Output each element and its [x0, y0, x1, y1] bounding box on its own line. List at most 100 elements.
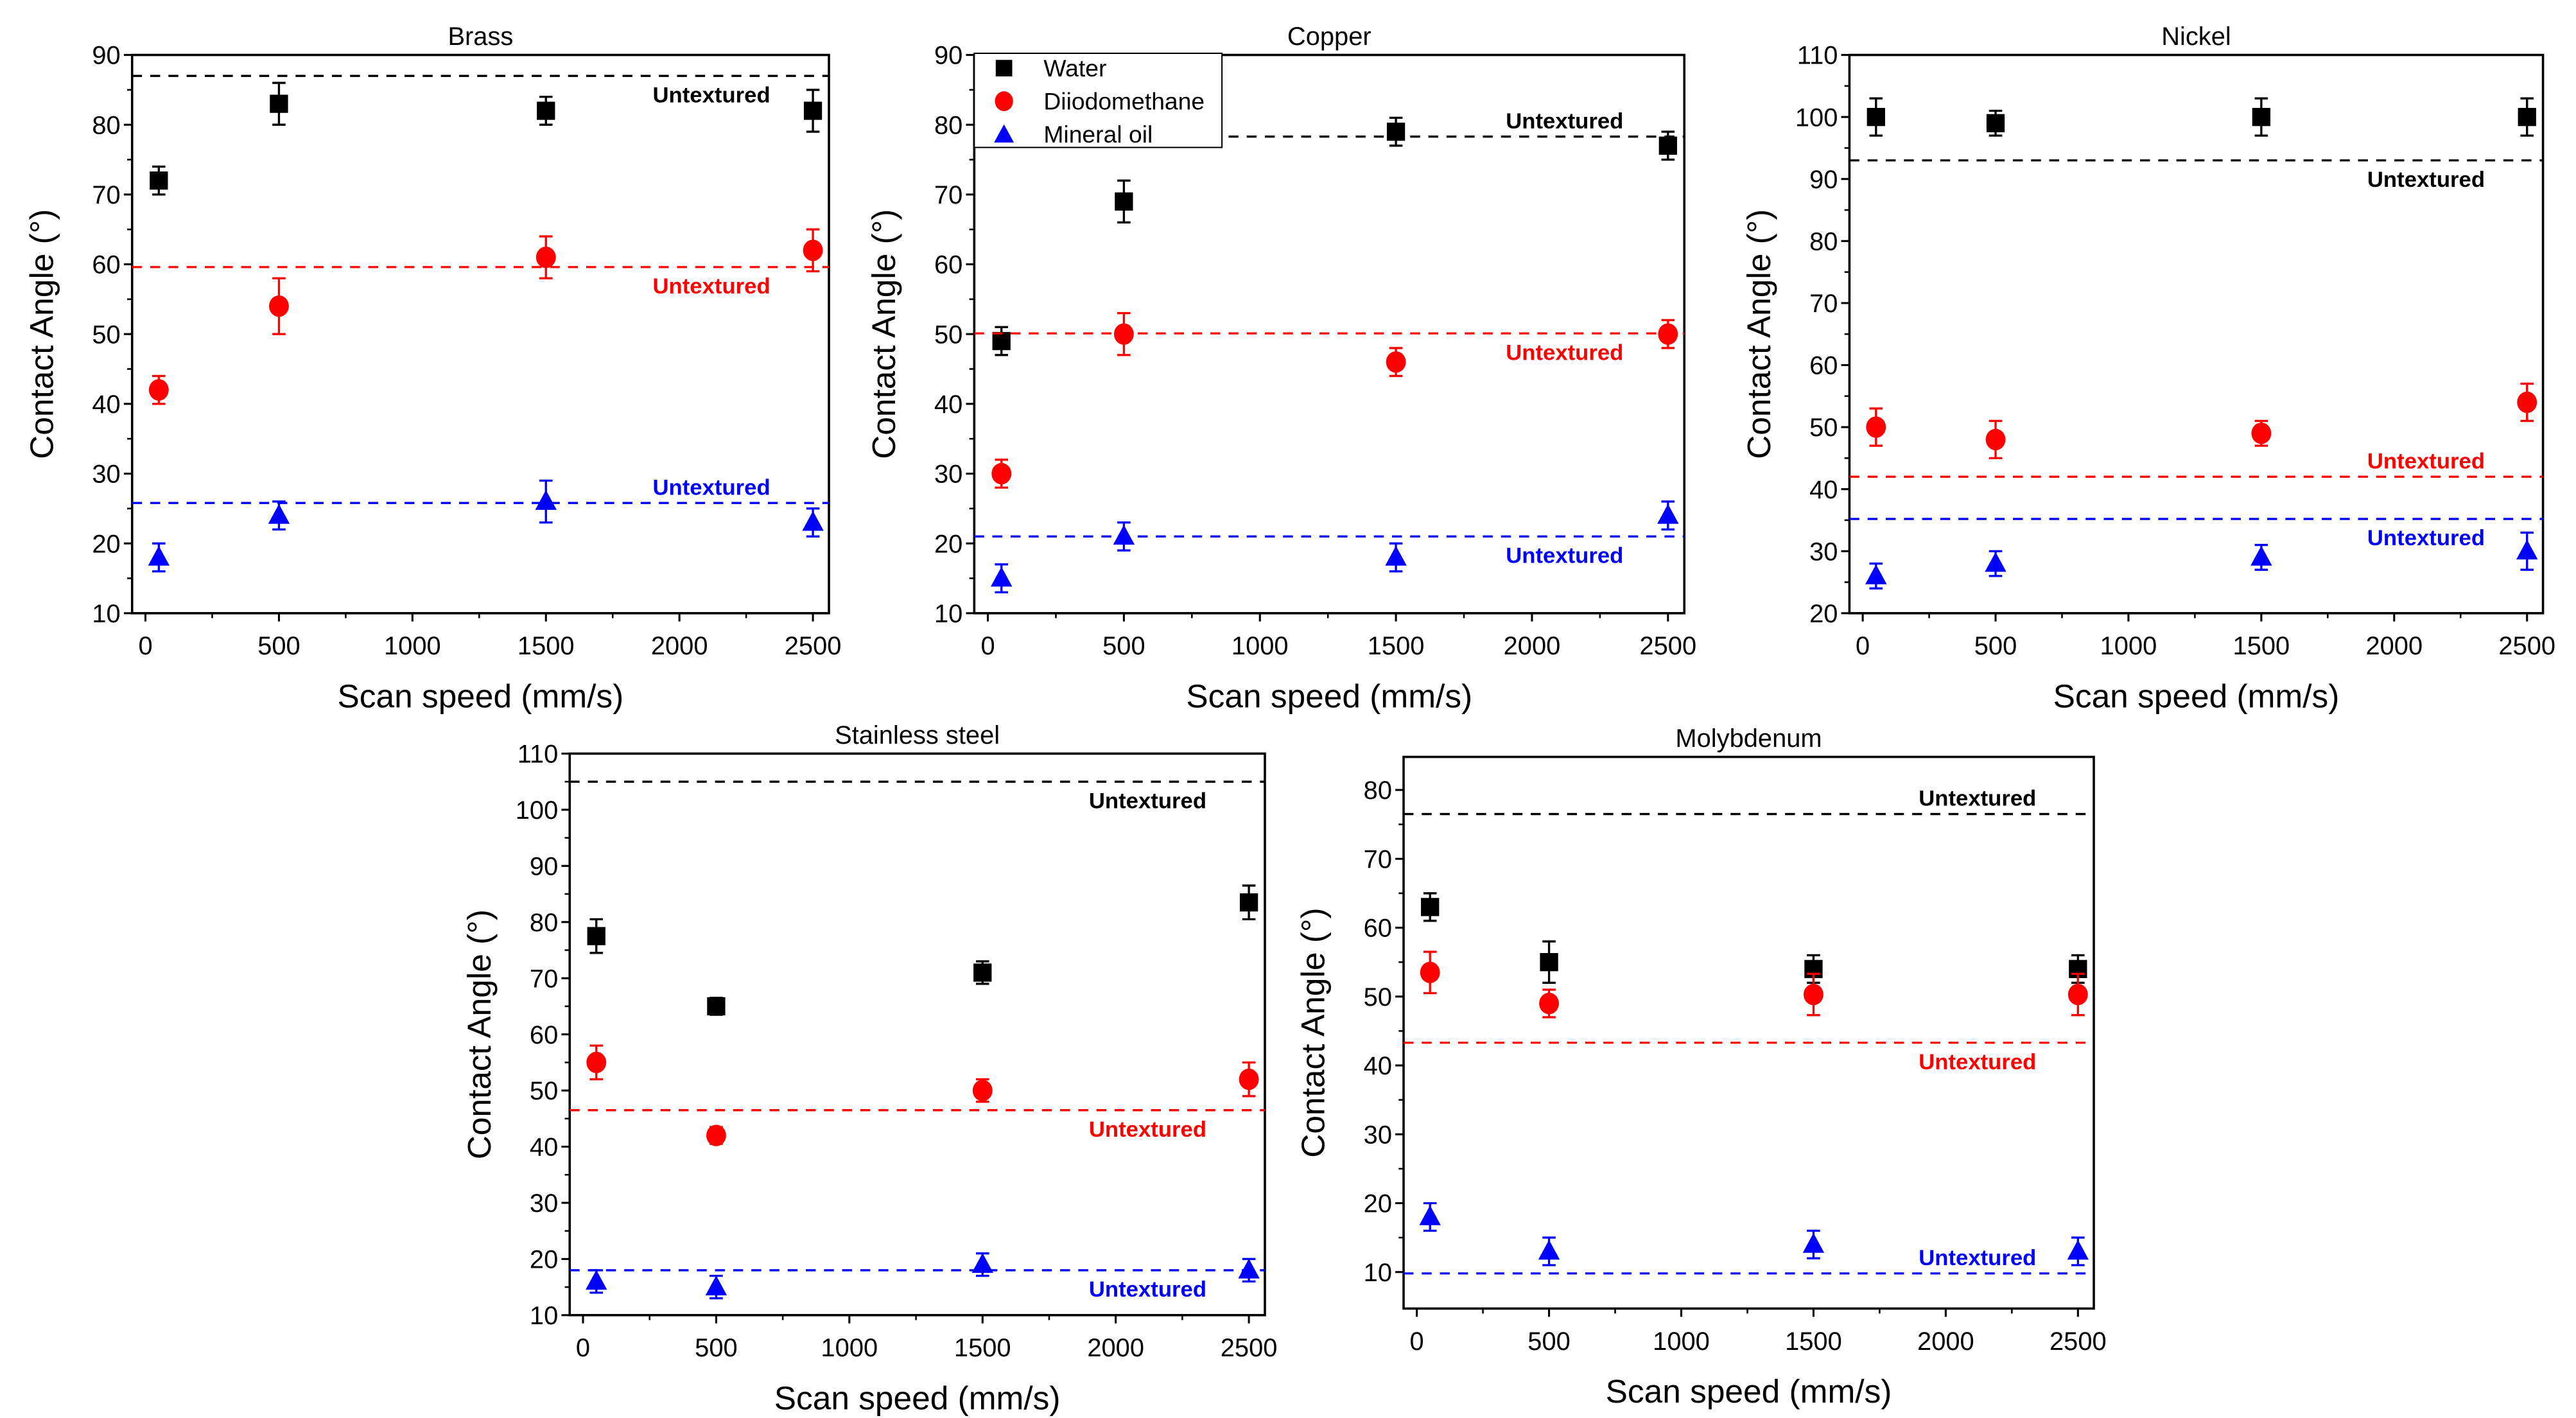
data-point	[707, 997, 726, 1016]
data-point	[705, 1275, 727, 1295]
data-point	[2067, 1239, 2089, 1260]
y-tick-label: 90	[530, 852, 558, 880]
data-point	[1539, 992, 1559, 1015]
data-point	[1386, 351, 1406, 373]
x-tick-label: 1000	[384, 632, 441, 660]
untextured-label: Untextured	[1506, 543, 1623, 568]
data-point	[1867, 108, 1885, 127]
y-tick-label: 90	[92, 42, 120, 70]
data-point	[803, 101, 822, 120]
y-tick-label: 50	[530, 1077, 558, 1105]
data-point	[586, 1051, 607, 1074]
x-tick-label: 0	[138, 632, 152, 660]
data-point	[971, 1253, 993, 1274]
data-point	[2517, 391, 2537, 414]
y-tick-label: 60	[1809, 352, 1838, 380]
series-water: Untextured	[1404, 787, 2094, 984]
data-point	[1420, 961, 1440, 983]
data-point	[1986, 114, 2005, 132]
x-tick-label: 2000	[1504, 632, 1561, 660]
data-point	[268, 503, 290, 524]
x-tick-label: 1500	[1785, 1327, 1842, 1356]
x-tick-label: 500	[1974, 632, 2017, 660]
untextured-label: Untextured	[652, 83, 770, 107]
y-tick-label: 50	[1809, 414, 1838, 442]
x-tick-label: 1000	[2100, 632, 2157, 660]
x-tick-label: 500	[257, 632, 300, 660]
data-point	[1239, 893, 1258, 912]
x-tick-label: 2000	[651, 632, 708, 660]
x-tick-label: 1500	[954, 1334, 1011, 1362]
y-tick-label: 40	[1809, 476, 1838, 504]
untextured-label: Untextured	[2367, 168, 2485, 192]
untextured-label: Untextured	[2367, 526, 2485, 550]
subplot-nickel: Nickel 20 30 40 50 60 70 80 90 100 110 0 500 1000 1500…	[1740, 22, 2555, 714]
plot-frame	[130, 53, 830, 615]
series-water: Untextured	[1849, 97, 2543, 192]
x-axis-label: Scan speed (mm/s)	[774, 1379, 1061, 1416]
data-point	[1113, 323, 1134, 345]
plot-frame	[1402, 755, 2095, 1310]
untextured-label: Untextured	[1506, 340, 1623, 365]
data-point	[2067, 983, 2088, 1006]
y-tick-label: 80	[1809, 227, 1838, 256]
series-diiodomethane: Untextured	[1404, 950, 2094, 1074]
y-axis-label: Contact Angle (°)	[1740, 209, 1777, 459]
data-point	[803, 240, 823, 261]
y-tick-label: 20	[530, 1246, 558, 1274]
legend-item-label: Mineral oil	[1043, 121, 1153, 148]
x-axis-label: Scan speed (mm/s)	[1186, 677, 1472, 714]
legend-item-label: Water	[1043, 55, 1106, 82]
untextured-label: Untextured	[1919, 787, 2036, 811]
untextured-label: Untextured	[652, 274, 770, 299]
series-mineral-oil: Untextured	[1849, 518, 2543, 590]
data-point	[1866, 416, 1886, 438]
data-point	[991, 566, 1013, 587]
y-tick-label: 100	[516, 796, 559, 825]
data-point	[1385, 545, 1407, 566]
data-point	[706, 1125, 726, 1146]
series-mineral-oil: Untextured	[132, 475, 830, 573]
x-tick-label: 500	[695, 1334, 738, 1362]
series-water: Untextured	[570, 780, 1265, 1016]
data-point	[1421, 898, 1440, 916]
x-tick-label: 0	[1856, 632, 1870, 660]
y-tick-label: 40	[92, 390, 120, 419]
y-tick-label: 70	[92, 181, 120, 209]
y-tick-label: 60	[92, 251, 120, 279]
data-point	[973, 963, 992, 982]
series-mineral-oil: Untextured	[974, 500, 1685, 593]
data-point	[992, 331, 1011, 351]
data-point	[991, 462, 1012, 485]
data-point	[1658, 136, 1677, 155]
subplot-stainless-steel: Stainless steel 10 20 30 40 50 60 70 80 90 100 110 0…	[460, 721, 1278, 1416]
series-diiodomethane: Untextured	[570, 1044, 1265, 1146]
x-tick-label: 500	[1102, 632, 1145, 660]
subplot-copper: Copper 10 20 30 40 50 60 70 80 90 0 500 1000 1500 2000…	[865, 22, 1696, 714]
y-tick-label: 10	[1364, 1259, 1392, 1287]
series-diiodomethane: Untextured	[132, 228, 830, 405]
y-tick-label: 20	[934, 530, 962, 558]
subplot-brass: Brass 10 20 30 40 50 60 70 80 90 0 500 1000 1500 2000 2…	[22, 22, 841, 714]
legend-triangle-icon	[994, 124, 1014, 143]
untextured-label: Untextured	[1919, 1050, 2036, 1074]
data-point	[1802, 1232, 1825, 1253]
x-axis-label: Scan speed (mm/s)	[2053, 677, 2340, 714]
legend-item-label: Diiodomethane	[1043, 87, 1205, 114]
data-point	[587, 927, 605, 945]
x-tick-label: 2500	[2049, 1327, 2107, 1356]
untextured-label: Untextured	[652, 475, 770, 500]
x-tick-label: 2500	[1221, 1334, 1278, 1362]
x-tick-label: 2500	[1639, 632, 1696, 660]
y-tick-label: 70	[530, 965, 558, 993]
y-tick-label: 10	[92, 600, 120, 628]
y-tick-label: 60	[934, 251, 962, 279]
y-tick-label: 20	[1809, 600, 1838, 628]
chart-title: Copper	[1287, 22, 1371, 51]
untextured-label: Untextured	[1089, 1117, 1206, 1142]
data-point	[148, 379, 169, 401]
data-point	[1386, 122, 1405, 141]
data-point	[2250, 545, 2272, 566]
data-point	[150, 171, 168, 190]
data-point	[2252, 108, 2271, 127]
